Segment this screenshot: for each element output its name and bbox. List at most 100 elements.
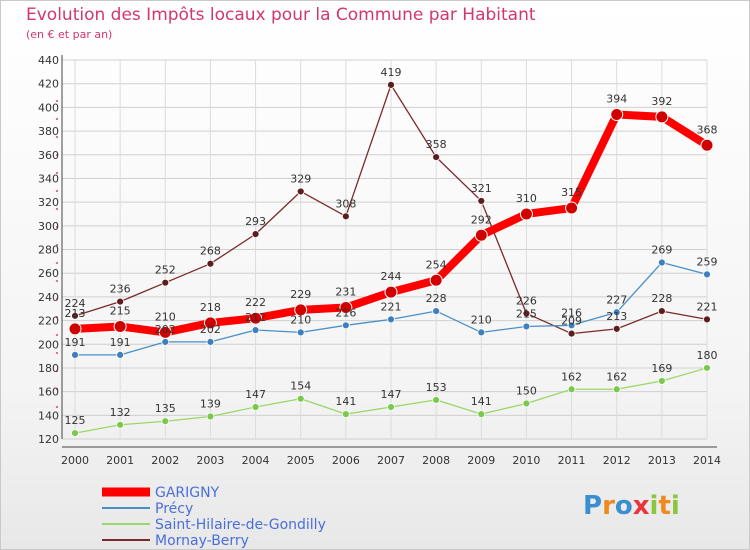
data-label: 215 — [516, 307, 537, 320]
data-point — [432, 396, 441, 404]
series-saint-hilaire-de-gondilly — [71, 364, 711, 437]
y-tick-label: 320 — [38, 196, 59, 209]
data-label: 321 — [471, 182, 492, 195]
data-label: 244 — [381, 270, 402, 283]
data-point — [341, 212, 350, 221]
x-tick-label: 2009 — [467, 454, 495, 467]
logo-letter: x — [633, 491, 650, 521]
data-label: 180 — [697, 349, 718, 362]
x-tick-label: 2014 — [693, 454, 721, 467]
data-label: 221 — [697, 300, 718, 313]
logo-letter: o — [615, 491, 633, 521]
data-label: 308 — [335, 197, 356, 210]
series-lines — [68, 80, 714, 437]
data-label: 139 — [200, 397, 221, 410]
data-label: 209 — [561, 315, 582, 328]
data-point — [206, 412, 215, 421]
data-label: 213 — [606, 310, 627, 323]
x-tick-label: 2006 — [332, 454, 360, 467]
y-tick-label: 360 — [38, 149, 59, 162]
data-label: 125 — [65, 414, 86, 427]
data-point — [387, 315, 395, 324]
data-label: 216 — [561, 306, 582, 319]
y-tick-label: 300 — [38, 220, 59, 233]
x-tick-labels: 2000 2001 2002 2003 2004 2005 2006 2007 2008 2009… — [61, 454, 721, 467]
legend-label: Mornay-Berry — [155, 533, 249, 549]
data-point — [387, 403, 395, 411]
series-mornay-berry — [71, 80, 711, 338]
data-point — [612, 308, 621, 317]
data-point — [522, 322, 531, 331]
y-tick-label: 160 — [38, 386, 59, 399]
data-label: 269 — [651, 244, 672, 257]
data-point — [68, 322, 82, 336]
y-tick-label: 260 — [38, 267, 59, 280]
data-point — [116, 297, 125, 306]
y-tick-label: 380 — [38, 125, 59, 138]
data-label: 392 — [651, 95, 672, 108]
data-label: 147 — [245, 388, 266, 401]
series-pr-cy — [71, 258, 711, 359]
data-point — [703, 315, 711, 324]
data-point — [432, 307, 441, 315]
data-point — [71, 311, 79, 320]
data-label: 212 — [245, 311, 266, 324]
data-label: 292 — [471, 213, 492, 226]
data-point — [341, 410, 350, 419]
logo-letter: i — [671, 491, 680, 521]
data-label: 210 — [471, 313, 492, 326]
legend-label: GARIGNY — [155, 485, 220, 501]
data-point — [474, 228, 488, 242]
y-tick-label: 440 — [38, 54, 59, 67]
y-tick-label: 180 — [38, 362, 59, 375]
x-tick-label: 2000 — [61, 454, 89, 467]
y-tick-label: 420 — [38, 78, 59, 91]
data-label: 368 — [697, 123, 718, 136]
logo-letter: P — [583, 491, 602, 521]
y-tick-labels: 120 140 160 180 200 220 240 260 280 300 320 340 360 3… — [38, 54, 59, 446]
data-point — [341, 321, 350, 330]
y-tick-label: 120 — [38, 433, 59, 446]
logo-letter: r — [602, 491, 615, 521]
data-point — [203, 316, 217, 330]
data-point — [249, 311, 263, 325]
x-tick-label: 2008 — [422, 454, 450, 467]
legend-label: Précy — [155, 501, 193, 517]
logo-letter: i — [650, 491, 659, 521]
data-point — [251, 326, 260, 334]
data-point — [703, 364, 711, 372]
data-label: 252 — [155, 264, 176, 277]
data-point — [339, 301, 353, 315]
data-point — [519, 207, 533, 221]
data-label: 228 — [426, 292, 447, 305]
data-label: 141 — [471, 395, 492, 408]
data-label: 216 — [335, 306, 356, 319]
data-point — [387, 80, 395, 89]
x-tick-label: 2002 — [151, 454, 179, 467]
data-point — [567, 385, 576, 394]
data-point — [161, 337, 170, 346]
data-label: 236 — [110, 283, 131, 296]
data-point — [477, 328, 486, 337]
legend-label: Saint-Hilaire-de-Gondilly — [155, 517, 326, 533]
data-label: 226 — [516, 294, 537, 307]
data-label: 358 — [426, 138, 447, 151]
data-point — [71, 429, 79, 437]
data-point — [700, 138, 714, 152]
data-point — [116, 420, 125, 429]
data-point — [71, 351, 79, 359]
data-label: 268 — [200, 245, 221, 258]
legend: GARIGNYPrécySaint-Hilaire-de-GondillyMor… — [102, 485, 326, 549]
y-tick-label: 400 — [38, 101, 59, 114]
data-label: 213 — [65, 307, 86, 320]
data-point — [296, 187, 305, 196]
data-point — [522, 309, 531, 318]
data-label: 169 — [651, 362, 672, 375]
data-label: 329 — [290, 172, 311, 185]
y-tick-label: 140 — [38, 409, 59, 422]
data-point — [429, 273, 443, 287]
data-label: 221 — [381, 300, 402, 313]
data-label: 254 — [426, 258, 447, 271]
data-point — [206, 259, 215, 268]
